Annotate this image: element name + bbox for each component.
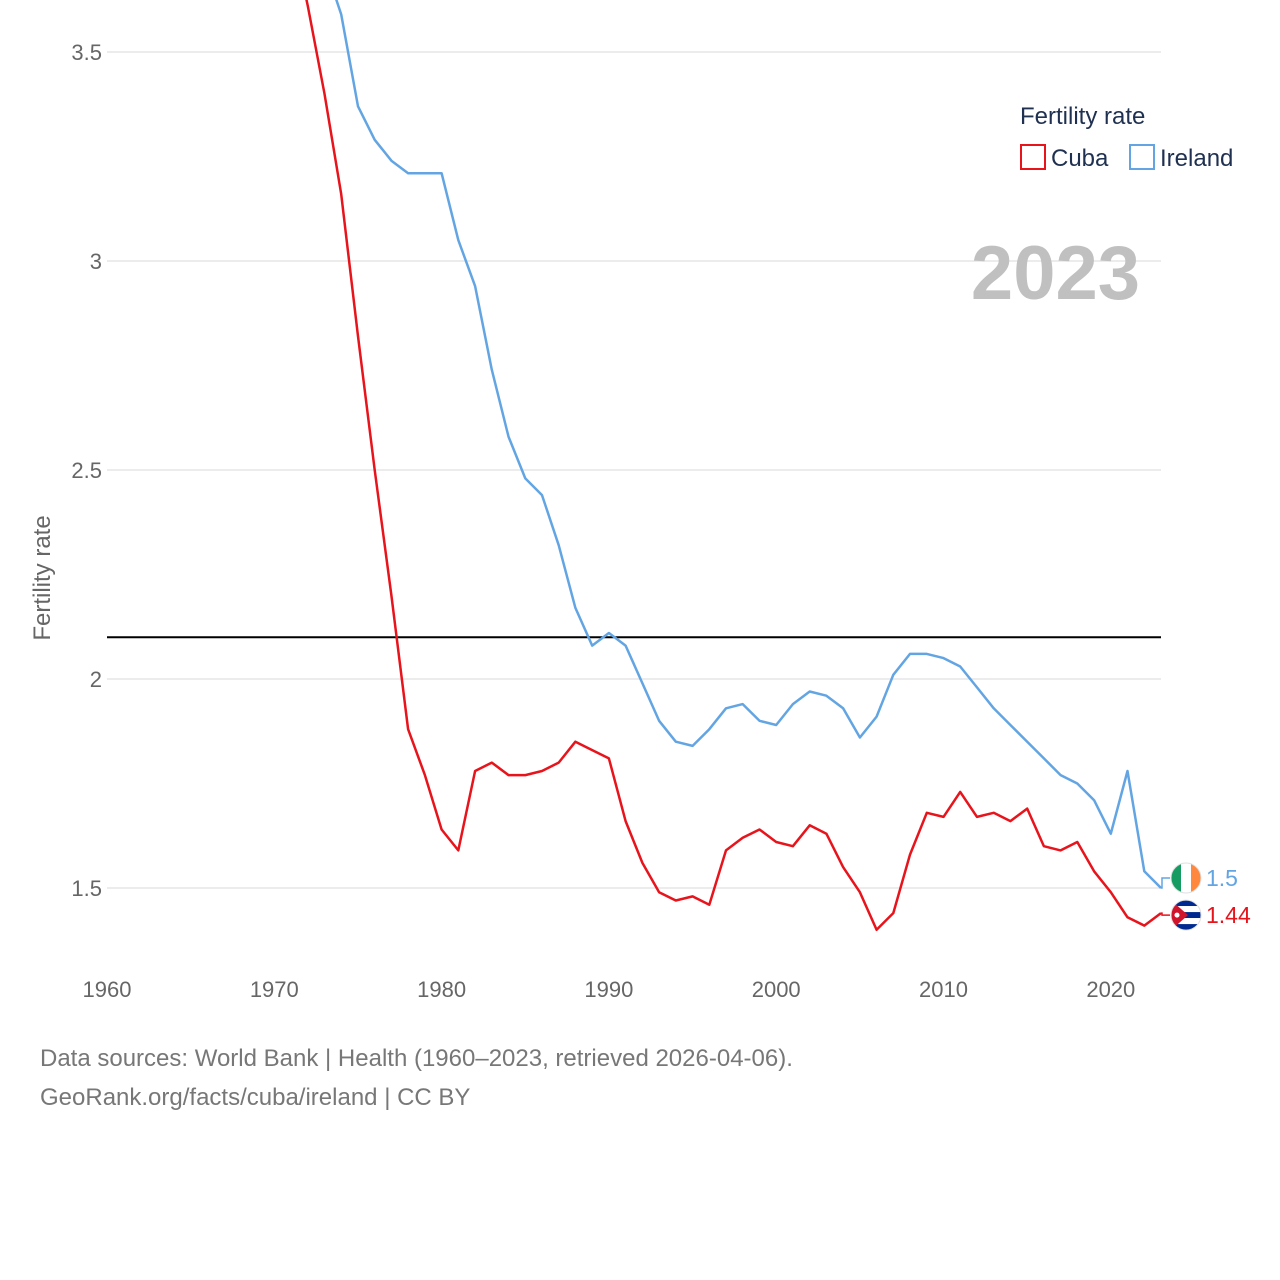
series-lines [107, 0, 1162, 932]
y-tick-label: 2.5 [71, 458, 102, 483]
y-tick-label: 1.5 [71, 876, 102, 901]
gridlines [107, 51, 1161, 889]
x-tick-label: 1970 [250, 977, 299, 1002]
legend-swatch-ireland [1129, 144, 1155, 170]
end-leader-ireland [1161, 877, 1170, 889]
end-value-label-cuba: 1.44 [1206, 902, 1251, 928]
y-tick-label: 3 [90, 249, 102, 274]
legend-title: Fertility rate [1020, 103, 1145, 130]
y-tick-label: 2 [90, 667, 102, 692]
legend-label-ireland: Ireland [1160, 145, 1233, 172]
x-tick-label: 1960 [83, 977, 132, 1002]
legend-item-ireland[interactable]: Ireland [1129, 144, 1233, 172]
legend-swatch-cuba [1020, 144, 1046, 170]
end-value-label-ireland: 1.5 [1206, 865, 1238, 891]
series-line-cuba[interactable] [107, 0, 1162, 932]
year-label: 2023 [971, 231, 1140, 316]
end-markers: 1.44 1.5 [1161, 862, 1251, 931]
y-axis-title: Fertility rate [29, 515, 56, 640]
x-axis-ticks: 1960 1970 1980 1990 2000 2010 2020 [83, 977, 1136, 1002]
legend: Fertility rate Cuba Ireland [1020, 103, 1233, 172]
series-line-ireland[interactable] [107, 0, 1162, 889]
fertility-rate-chart: 1.522.533.544.5 196019701980199020002010… [29, 0, 1251, 1002]
footer-credit: GeoRank.org/facts/cuba/ireland | CC BY [40, 1084, 471, 1111]
ireland-flag-icon [1170, 862, 1202, 894]
x-tick-label: 1990 [584, 977, 633, 1002]
x-tick-label: 2000 [752, 977, 801, 1002]
x-tick-label: 2010 [919, 977, 968, 1002]
legend-item-cuba[interactable]: Cuba [1020, 144, 1109, 172]
y-axis-ticks: 1.522.533.544.5 [71, 40, 102, 901]
legend-label-cuba: Cuba [1051, 145, 1109, 172]
end-leader-cuba [1161, 912, 1170, 916]
y-tick-label: 3.5 [71, 40, 102, 65]
x-tick-label: 1980 [417, 977, 466, 1002]
cuba-flag-icon [1170, 899, 1202, 931]
x-tick-label: 2020 [1086, 977, 1135, 1002]
footer-sources: Data sources: World Bank | Health (1960–… [40, 1045, 793, 1072]
